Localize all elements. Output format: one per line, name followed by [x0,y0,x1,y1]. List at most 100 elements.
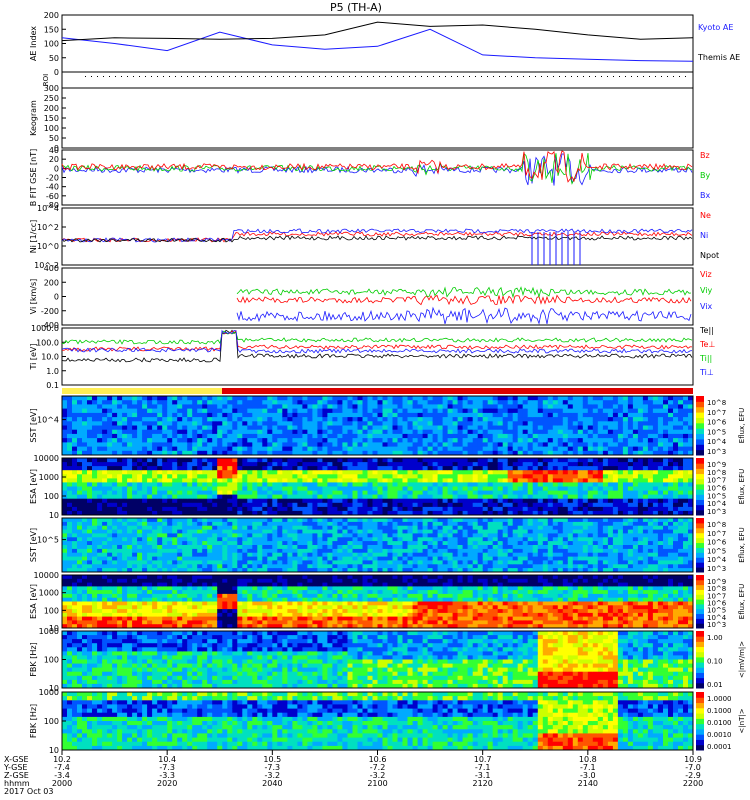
sst_i-cell [267,564,273,569]
sst_e-cell [612,450,619,456]
sst_e-cell [602,450,609,456]
esa_e-cell [117,482,123,487]
sst_e-cell [432,446,439,452]
sst_e-cell [647,396,654,401]
esa_e-cell [417,466,424,471]
esa_e-cell [237,494,243,500]
sst_i-cell [267,521,273,527]
roi-dot [661,76,662,77]
esa_e-cell [442,478,449,483]
esa_e-cell [577,482,584,487]
sst_e-cell [77,417,83,422]
esa_e-cell [407,466,413,471]
sst_i-cell [307,548,313,554]
esa_e-cell [192,462,198,467]
sst_i-cell [197,564,203,569]
sst_i-cell [147,525,153,531]
sst_i-cell [232,564,238,569]
sst_e-cell [122,450,128,456]
ae-tick: 100 [44,40,59,49]
sst_e-cell [477,400,484,405]
esa_e-cell [267,510,273,516]
keogram-tick: 300 [44,84,59,93]
sst_e-cell [372,412,378,418]
esa_e-cell [177,498,183,504]
esa_e-cell [557,490,564,496]
sst_i-cell [317,541,323,546]
esa_e-cell [668,490,674,496]
sst_i-cell [287,525,293,531]
sst_e-cell [177,396,183,401]
sst_e-cell [257,421,263,426]
esa_e-cell [262,466,268,471]
sst_i-cell [197,560,203,565]
sst_e-cell [402,429,408,435]
sst_e-cell [92,404,98,410]
sst_e-cell [112,404,118,410]
sst_e-cell [442,442,449,448]
sst_e-cell [637,425,644,431]
esa_e-cell [162,466,168,471]
sst_e-cell [447,450,454,456]
sst_i-cell [462,533,469,538]
esa_e-cell [282,482,288,487]
sst_e-cell [437,442,444,448]
esa_e-cell [242,474,248,479]
sst_e-cell [62,450,68,456]
esa_e-cell [402,470,408,475]
sst_e-cell [107,450,113,456]
sst_e-cell [657,412,664,418]
sst_i-cell [117,556,123,561]
sst_e-cell [462,412,469,418]
esa_e-cell [257,494,263,500]
sst_i-cell [477,541,484,546]
sst_i-cell [87,521,93,527]
sst_e-cell [382,400,388,405]
sst_e-cell [282,425,288,431]
sst_i-cell [302,564,308,569]
sst_e-cell [107,446,113,452]
sst_i-cell [172,541,178,546]
roi-dot [97,76,98,77]
sst_e-cell [232,450,238,456]
esa_e-cell [522,478,529,483]
sst_e-cell [362,433,368,439]
sst_e-cell [457,446,464,452]
sst_e-cell [62,421,68,426]
esa_e-cell [432,486,439,492]
esa_e-cell [392,470,398,475]
sst_i-cell [167,525,173,531]
sst_e-cell [347,438,353,443]
sst_i-cell [202,564,208,569]
sst_e-cell [387,404,393,410]
sst_i-cell [432,529,439,534]
sst_i-cell [287,529,293,534]
esa_e-cell [282,458,288,463]
sst_i-cell [162,545,168,550]
sst_e-cell [237,446,243,452]
sst_i-cell [142,548,148,554]
sst_e-cell [317,412,323,418]
esa_e-cell [357,498,363,504]
sst_i-cell [102,548,108,554]
sst_i-cell [77,518,83,523]
roi-dot [193,76,194,77]
sst_e-cell [417,421,424,426]
esa_e-cell [387,462,393,467]
esa_e-cell [327,482,333,487]
sst_e-cell [187,446,193,452]
esa_e-cell [357,462,363,467]
sst_i-cell [62,518,68,523]
sst_e-cell [297,412,303,418]
sst_e-cell [182,400,188,405]
sst_e-cell [612,408,619,414]
esa_e-cell [387,506,393,512]
sst_e-cell [302,425,308,431]
sst_e-cell [678,433,684,439]
esa_e-cell [642,474,649,479]
sst_e-cell [657,404,664,410]
sst_e-cell [663,433,669,439]
esa_e-cell [663,502,669,508]
esa_e-cell [122,490,128,496]
esa_e-cell [347,482,353,487]
